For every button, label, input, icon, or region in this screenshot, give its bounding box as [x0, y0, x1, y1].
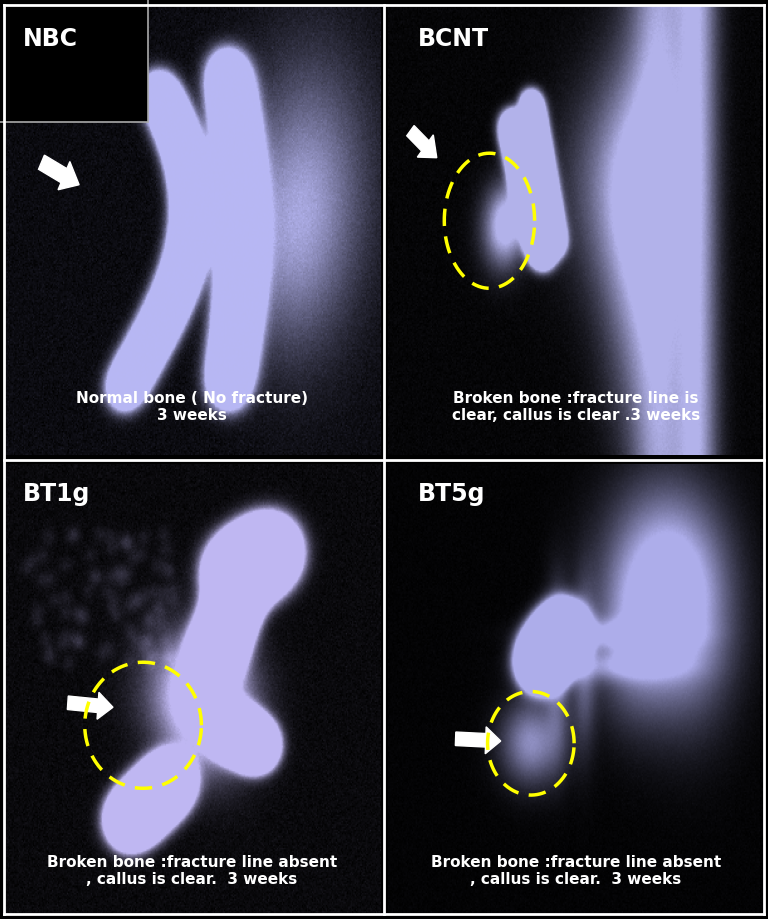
Text: Broken bone :fracture line is
clear, callus is clear .3 weeks: Broken bone :fracture line is clear, cal… — [452, 391, 700, 424]
Text: BT1g: BT1g — [23, 482, 90, 506]
FancyArrow shape — [407, 126, 437, 158]
FancyArrow shape — [38, 155, 79, 189]
Text: BCNT: BCNT — [418, 27, 489, 51]
Text: Broken bone :fracture line absent
, callus is clear.  3 weeks: Broken bone :fracture line absent , call… — [431, 855, 721, 888]
FancyArrow shape — [455, 727, 501, 754]
Text: NBC: NBC — [23, 27, 78, 51]
FancyArrow shape — [68, 692, 113, 720]
Text: Normal bone ( No fracture)
3 weeks: Normal bone ( No fracture) 3 weeks — [76, 391, 308, 424]
Text: BT5g: BT5g — [418, 482, 485, 506]
Text: Broken bone :fracture line absent
, callus is clear.  3 weeks: Broken bone :fracture line absent , call… — [47, 855, 337, 888]
